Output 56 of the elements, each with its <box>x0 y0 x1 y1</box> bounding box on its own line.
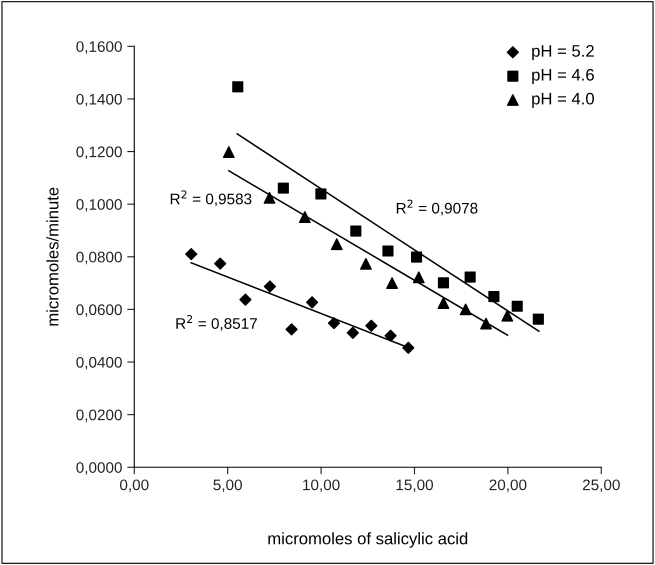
point <box>315 188 326 200</box>
point <box>232 81 244 92</box>
legend-label: pH = 5.2 <box>532 45 594 60</box>
point <box>402 342 414 354</box>
point <box>532 314 544 325</box>
point <box>239 294 252 306</box>
annotation: R$^{2}$ = 0,8517 <box>176 315 257 331</box>
point <box>384 330 397 342</box>
annotation: R$^{2}$ = 0,9078 <box>396 200 478 216</box>
x-axis-title: micromoles of salicylic acid <box>268 532 468 548</box>
point <box>438 297 450 309</box>
point <box>306 296 318 308</box>
x-tick-label: 5,00 <box>213 479 242 492</box>
point <box>214 258 226 270</box>
point <box>298 211 311 223</box>
point <box>346 326 359 339</box>
point <box>350 225 362 237</box>
y-tick-label: 0,0400 <box>76 356 122 370</box>
point <box>285 323 298 336</box>
point <box>488 290 500 302</box>
point <box>464 271 476 283</box>
legend-label: pH = 4.6 <box>532 68 594 84</box>
point <box>382 245 394 257</box>
point <box>365 320 378 332</box>
x-tick-label: 0,00 <box>120 479 149 492</box>
y-tick-label: 0,0800 <box>76 252 122 264</box>
point <box>501 310 514 322</box>
x-tick-label: 10,00 <box>303 479 340 492</box>
point <box>460 304 472 316</box>
y-tick-label: 0,0000 <box>76 462 122 475</box>
point <box>360 258 372 270</box>
legend-label: pH = 4.0 <box>532 92 594 108</box>
point <box>438 277 449 288</box>
y-tick-label: 0,1200 <box>76 146 122 160</box>
point <box>264 280 276 293</box>
point <box>480 318 492 330</box>
point <box>410 252 422 263</box>
point <box>264 192 276 204</box>
point <box>412 271 425 284</box>
point <box>185 248 198 260</box>
point <box>328 316 340 330</box>
point <box>386 277 398 290</box>
y-axis-title: micromoles/minute <box>46 188 59 326</box>
point <box>278 182 289 194</box>
y-tick-label: 0,1000 <box>76 199 122 212</box>
point <box>512 300 523 312</box>
y-tick-label: 0,1600 <box>76 41 122 54</box>
x-tick-label: 15,00 <box>396 479 434 492</box>
annotation: R$^{2}$ = 0,9583 <box>170 190 252 206</box>
point <box>222 146 235 158</box>
x-tick-label: 20,00 <box>490 479 526 492</box>
y-tick-label: 0,1400 <box>76 94 122 106</box>
y-tick-label: 0,0600 <box>76 304 122 317</box>
x-tick-label: 25,00 <box>582 479 620 492</box>
y-tick-label: 0,0200 <box>76 410 122 422</box>
point <box>330 238 343 250</box>
